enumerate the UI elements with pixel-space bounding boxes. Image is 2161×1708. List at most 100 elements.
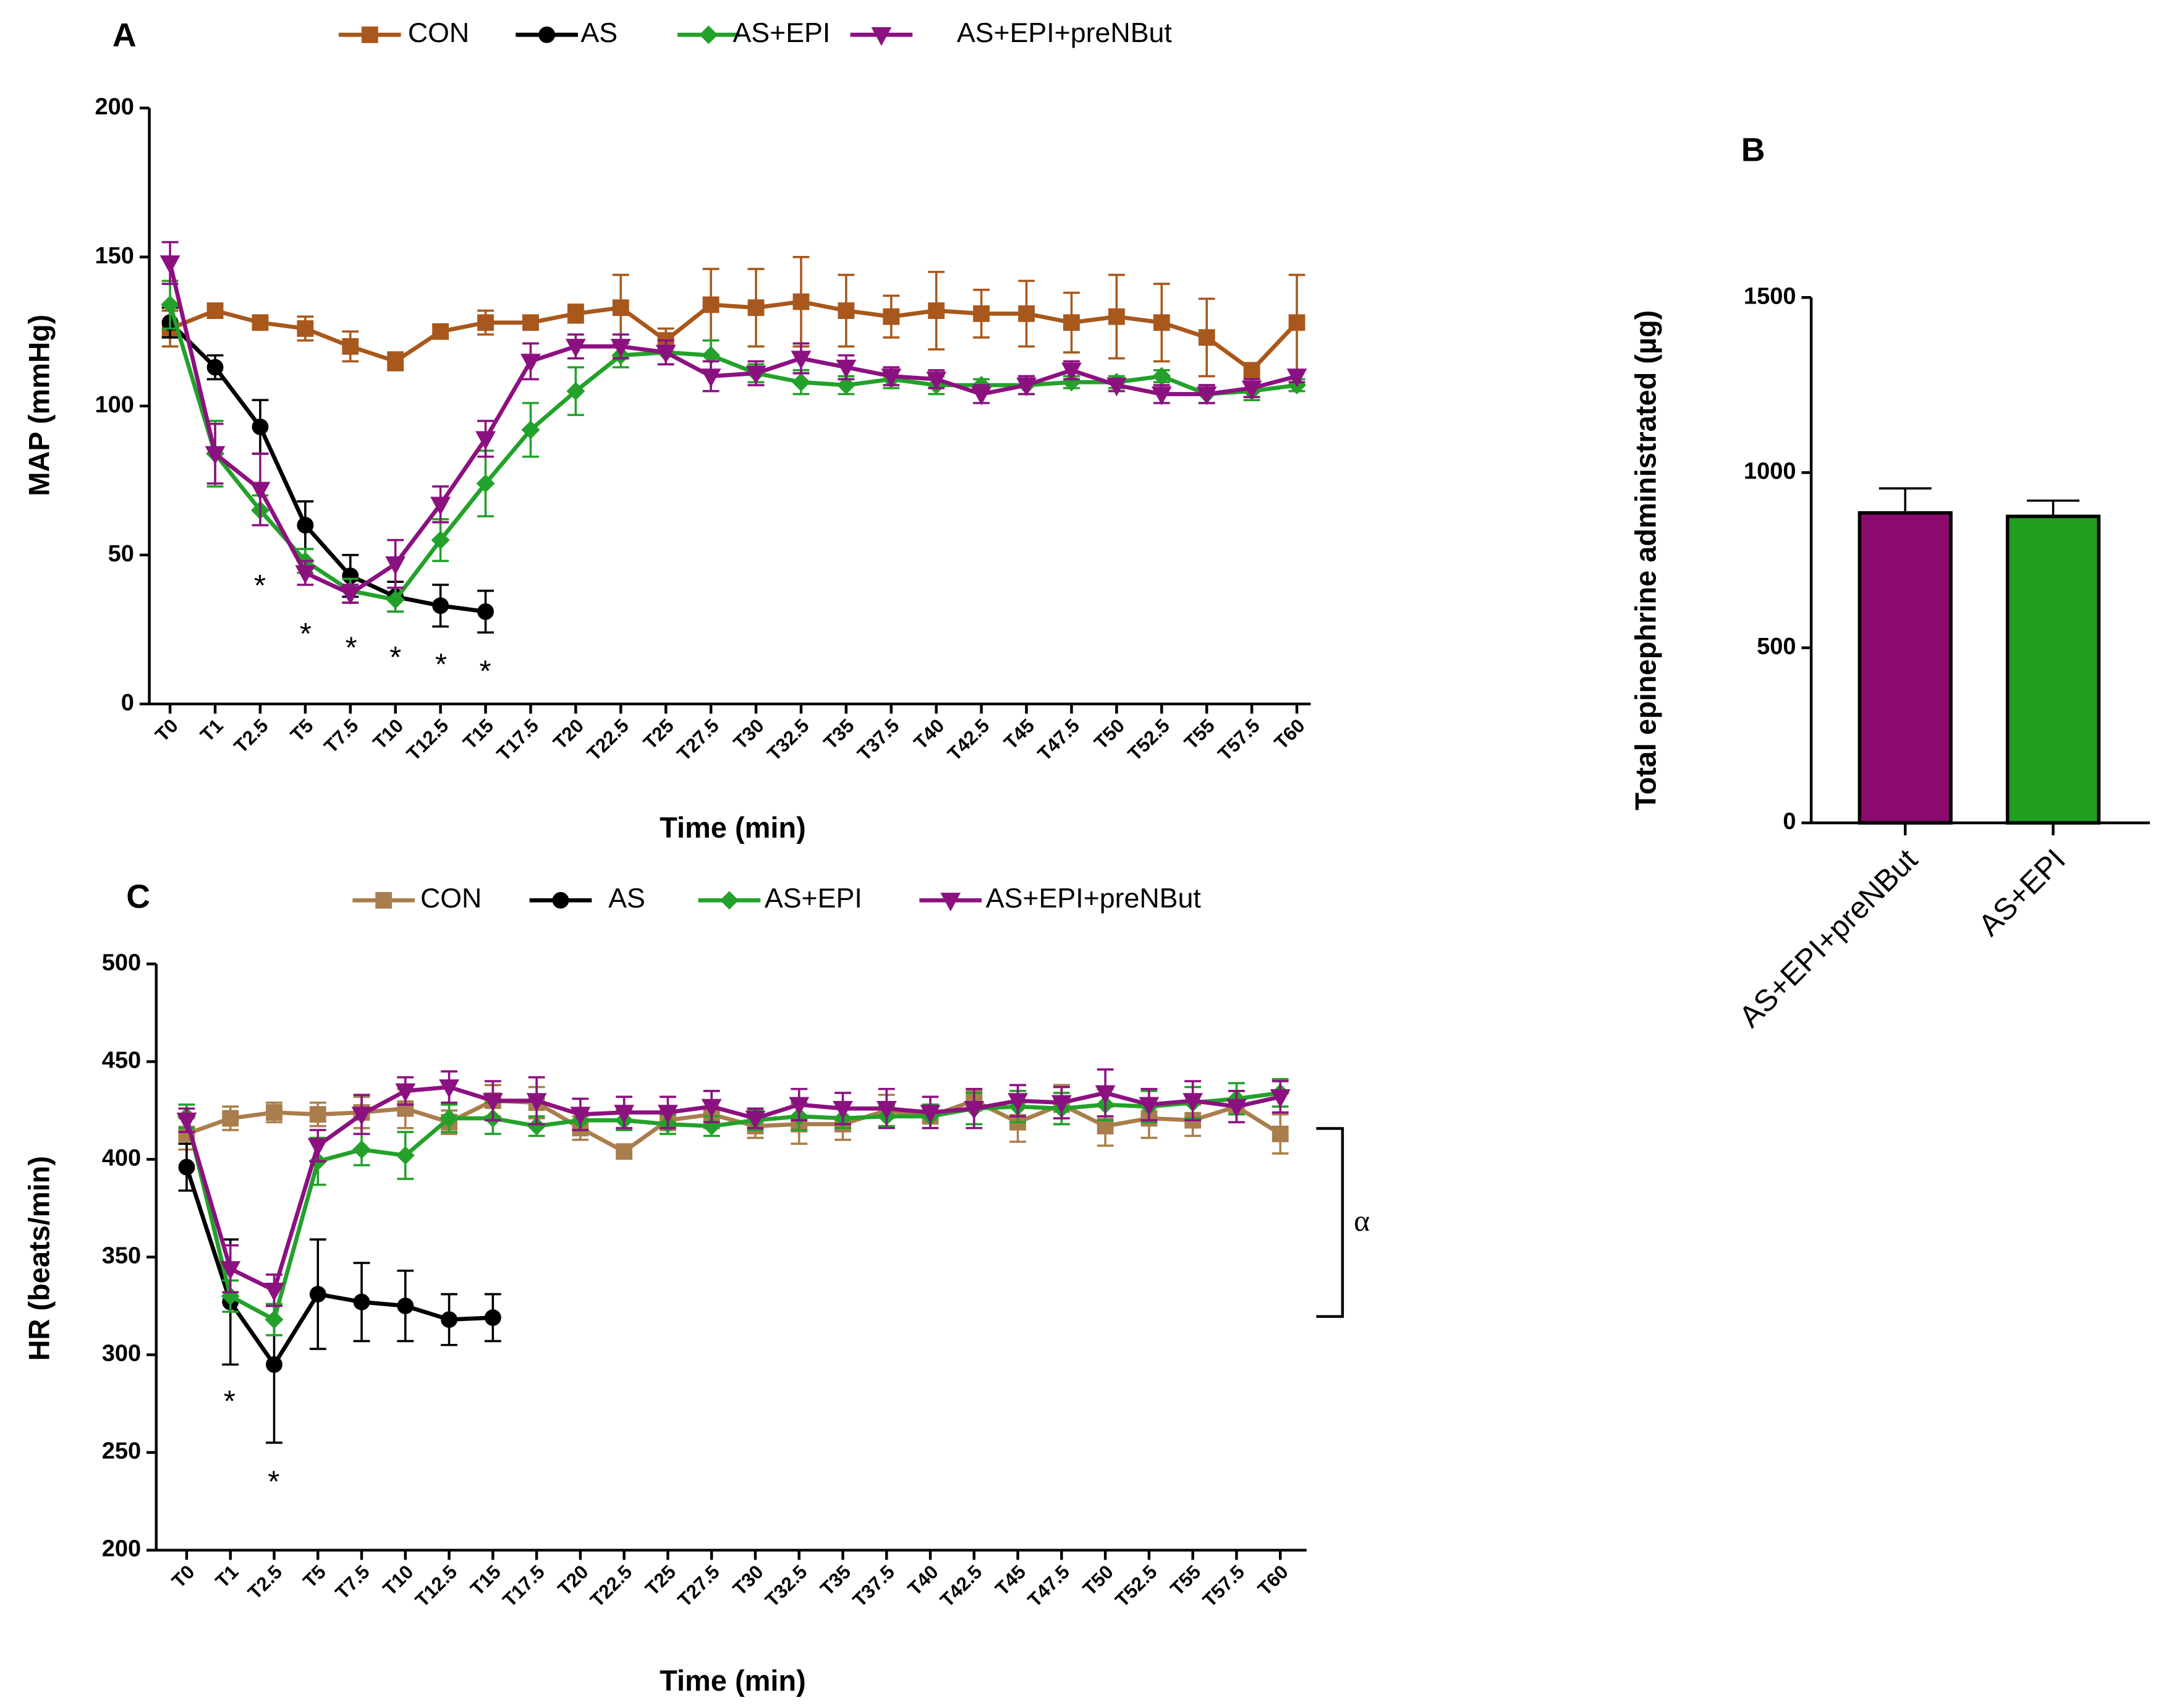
marker <box>205 446 226 465</box>
legend-label: AS+EPI+preNBut <box>957 18 1173 48</box>
marker <box>614 1105 635 1124</box>
y-tick-label: 250 <box>102 1438 141 1464</box>
marker <box>396 1146 415 1165</box>
marker <box>791 351 812 370</box>
x-tick-label: T10 <box>369 715 408 754</box>
x-tick-label: T22.5 <box>586 1561 636 1611</box>
legend-label: AS+EPI <box>732 18 830 48</box>
annotation: * <box>480 655 491 689</box>
marker <box>441 1311 457 1328</box>
marker <box>745 365 766 385</box>
x-tick-label: T42.5 <box>936 1561 986 1611</box>
marker <box>1241 380 1262 399</box>
x-tick-label: T32.5 <box>763 715 813 765</box>
marker <box>439 1079 459 1098</box>
marker <box>475 431 496 450</box>
x-tick-label: T22.5 <box>583 715 633 765</box>
marker <box>1061 362 1082 381</box>
x-tick-label: T0 <box>151 715 182 746</box>
x-tick-label: T47.5 <box>1024 1561 1074 1611</box>
marker <box>1153 314 1170 331</box>
y-tick-label: 150 <box>95 243 134 269</box>
marker <box>836 376 855 395</box>
y-tick-label: 450 <box>102 1047 141 1073</box>
y-tick-label: 200 <box>95 94 134 120</box>
y-tick-label: 500 <box>1757 634 1796 660</box>
x-tick-label: T12.5 <box>402 715 452 765</box>
annotation: * <box>268 1464 279 1498</box>
series-line <box>184 1085 1281 1294</box>
annotation: * <box>254 569 266 603</box>
marker <box>702 296 720 313</box>
marker <box>385 556 406 576</box>
marker <box>176 1112 197 1132</box>
series-line <box>184 1090 1281 1323</box>
marker <box>701 1098 722 1118</box>
panel-label: B <box>1741 132 1765 169</box>
annotation: * <box>224 1385 236 1419</box>
marker <box>1198 329 1215 346</box>
marker <box>297 517 314 534</box>
x-tick-label: T27.5 <box>673 715 723 765</box>
marker <box>792 293 810 310</box>
marker <box>395 1083 416 1102</box>
marker <box>387 353 404 370</box>
marker <box>266 1104 282 1121</box>
marker <box>655 344 676 364</box>
marker <box>566 381 585 401</box>
marker <box>206 302 224 319</box>
marker <box>1196 386 1217 406</box>
series-line <box>168 262 1297 597</box>
marker <box>220 1261 241 1280</box>
x-tick-label: T5 <box>299 1561 330 1592</box>
marker <box>883 308 900 325</box>
marker <box>565 339 586 358</box>
marker <box>1018 305 1035 322</box>
x-tick-label: T1 <box>211 1561 243 1592</box>
marker <box>265 1310 284 1329</box>
y-tick-label: 350 <box>102 1243 141 1269</box>
y-tick-label: 0 <box>1783 809 1796 835</box>
marker <box>616 1143 633 1160</box>
x-tick-label: T2.5 <box>244 1561 286 1604</box>
marker <box>351 1107 372 1126</box>
marker <box>1108 308 1125 325</box>
x-tick-label: T52.5 <box>1111 1561 1161 1611</box>
marker <box>342 338 359 355</box>
marker <box>159 255 180 274</box>
marker <box>567 305 584 322</box>
series-line <box>169 299 1299 373</box>
y-tick-label: 0 <box>121 690 134 716</box>
x-tick-label: T37.5 <box>853 715 903 765</box>
x-axis-title: Time (min) <box>660 1664 806 1697</box>
marker <box>161 295 180 314</box>
marker <box>397 1298 414 1314</box>
series-line <box>168 304 1297 602</box>
annotation: α <box>1354 1204 1370 1238</box>
marker <box>526 1093 547 1112</box>
marker <box>833 1100 853 1120</box>
x-tick-label: T7.5 <box>331 1561 374 1604</box>
legend-marker <box>940 893 961 912</box>
y-tick-label: 500 <box>102 950 141 975</box>
y-tick-label: 100 <box>95 392 134 418</box>
marker <box>352 1140 371 1159</box>
x-tick-label: T45 <box>1000 715 1038 754</box>
x-tick-label: T5 <box>286 715 318 746</box>
marker <box>1270 1089 1291 1108</box>
y-axis-title: HR (beats/min) <box>23 1156 56 1361</box>
y-axis-title: MAP (mmHg) <box>23 315 56 496</box>
bracket <box>1316 1127 1344 1318</box>
marker <box>838 302 855 319</box>
marker <box>252 419 269 435</box>
marker <box>570 1107 591 1126</box>
x-tick-label: T17.5 <box>493 715 543 765</box>
x-tick-label: T30 <box>729 715 768 754</box>
legend-marker <box>552 892 569 909</box>
marker <box>386 590 405 610</box>
marker <box>836 359 857 379</box>
legend-label: AS <box>608 883 645 914</box>
marker <box>876 1100 897 1120</box>
legend-marker <box>720 891 739 910</box>
